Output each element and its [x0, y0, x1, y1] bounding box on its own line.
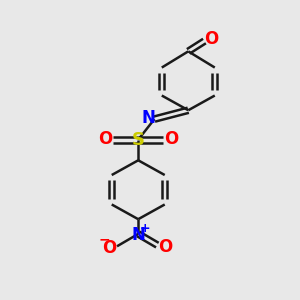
Text: N: N: [131, 226, 145, 244]
Text: S: S: [132, 131, 145, 149]
Text: −: −: [99, 233, 110, 247]
Text: O: O: [164, 130, 178, 148]
Text: O: O: [102, 239, 116, 257]
Text: N: N: [141, 109, 155, 127]
Text: O: O: [204, 30, 218, 48]
Text: O: O: [98, 130, 112, 148]
Text: +: +: [140, 221, 150, 235]
Text: O: O: [158, 238, 173, 256]
